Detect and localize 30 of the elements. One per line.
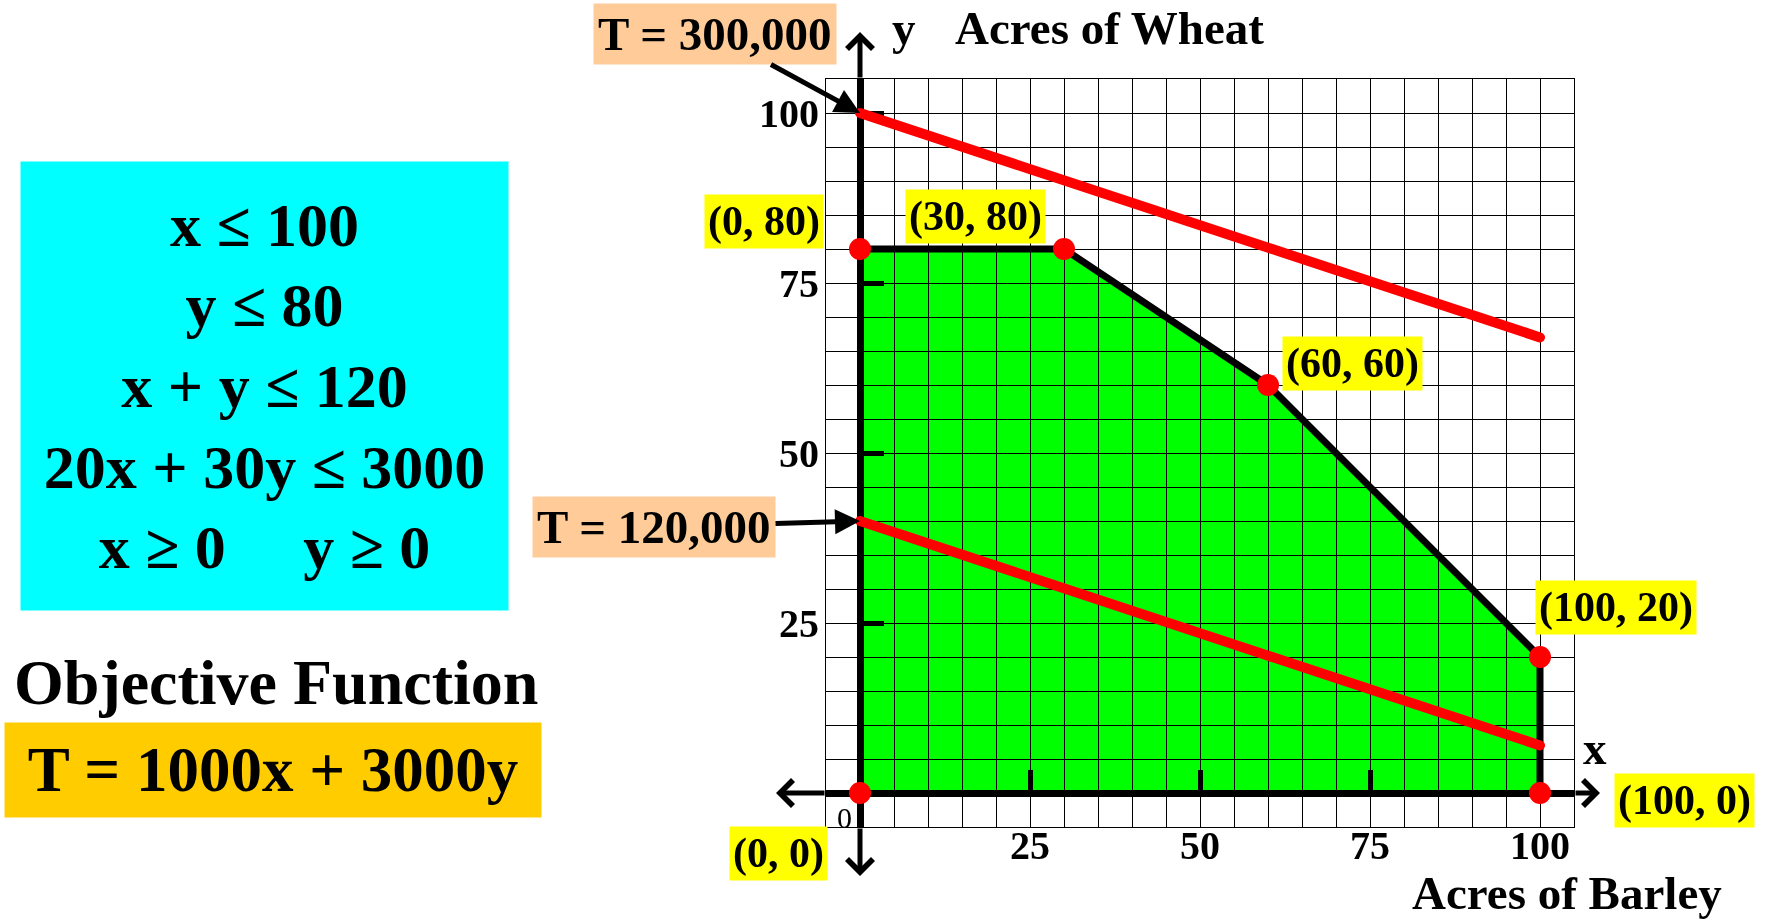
annotation: 0 [837, 801, 852, 834]
x-tick-label: 75 [1350, 823, 1390, 868]
annotation: (100, 20) [1539, 584, 1693, 631]
x-tick-label: 50 [1180, 823, 1220, 868]
y-axis-title: Acres of Wheat [955, 2, 1265, 54]
y-tick-label: 50 [779, 431, 819, 476]
point [1257, 374, 1279, 396]
point [849, 238, 871, 260]
point [1529, 782, 1551, 804]
y-tick-label: 25 [779, 601, 819, 646]
point [849, 782, 871, 804]
text: y [892, 2, 916, 54]
series-label: T = 300,000 [598, 8, 832, 60]
y-tick-label: 100 [759, 91, 819, 136]
point [1529, 646, 1551, 668]
y-tick-label: 75 [779, 261, 819, 306]
annotation: (100, 0) [1618, 777, 1751, 824]
text: x [1583, 722, 1607, 774]
annotation: (0, 0) [733, 830, 824, 877]
text: Objective Function [14, 647, 539, 718]
x-axis-title: Acres of Barley [1412, 867, 1723, 919]
text: x ≤ 100 y ≤ 80 x + y ≤ 120 20x + 30y ≤ 3000 x ≥ 0 y ≥ 0 [43, 190, 486, 582]
annotation: (60, 60) [1286, 340, 1419, 387]
x-tick-label: 100 [1510, 823, 1570, 868]
series-label: T = 120,000 [537, 501, 771, 553]
annotation: (30, 80) [909, 193, 1042, 240]
annotation: (0, 80) [708, 198, 820, 245]
x-tick-label: 25 [1010, 823, 1050, 868]
text: T = 1000x + 3000y [27, 735, 519, 805]
point [1053, 238, 1075, 260]
